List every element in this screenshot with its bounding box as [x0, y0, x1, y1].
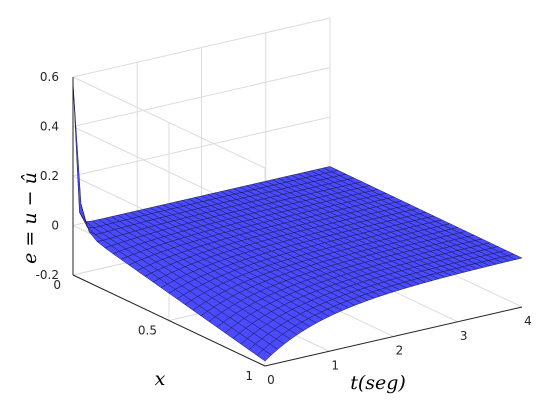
z-tick-label: 0 — [51, 219, 59, 233]
grid-line-z — [72, 17, 331, 78]
z-tick-label: 0.4 — [40, 120, 59, 134]
x-tick-label: 0.5 — [138, 324, 157, 338]
grid-line-z — [72, 76, 266, 169]
x-tick-label: 1 — [245, 369, 253, 383]
grid-line-z — [72, 67, 331, 127]
z-tick-label: 0.6 — [40, 70, 59, 84]
surface — [72, 81, 523, 362]
z-tick-label: -0.2 — [36, 268, 59, 282]
t-tick-label: 3 — [460, 329, 468, 343]
z-axis-label: e = u − û — [19, 172, 41, 264]
box-edge — [72, 274, 266, 367]
surface-patch — [506, 253, 523, 260]
t-axis-label: t(seg) — [350, 372, 406, 394]
x-tick-label: 0 — [53, 278, 61, 292]
t-tick-label: 2 — [396, 344, 404, 358]
z-tick-label: 0.2 — [40, 169, 59, 183]
t-tick-label: 0 — [267, 373, 275, 387]
x-axis-label: x — [155, 368, 166, 390]
t-tick-label: 1 — [331, 358, 339, 372]
box-edge — [264, 306, 523, 367]
grid-line-z — [72, 116, 331, 177]
surface-patch — [72, 81, 88, 228]
t-tick-label: 4 — [524, 314, 532, 328]
